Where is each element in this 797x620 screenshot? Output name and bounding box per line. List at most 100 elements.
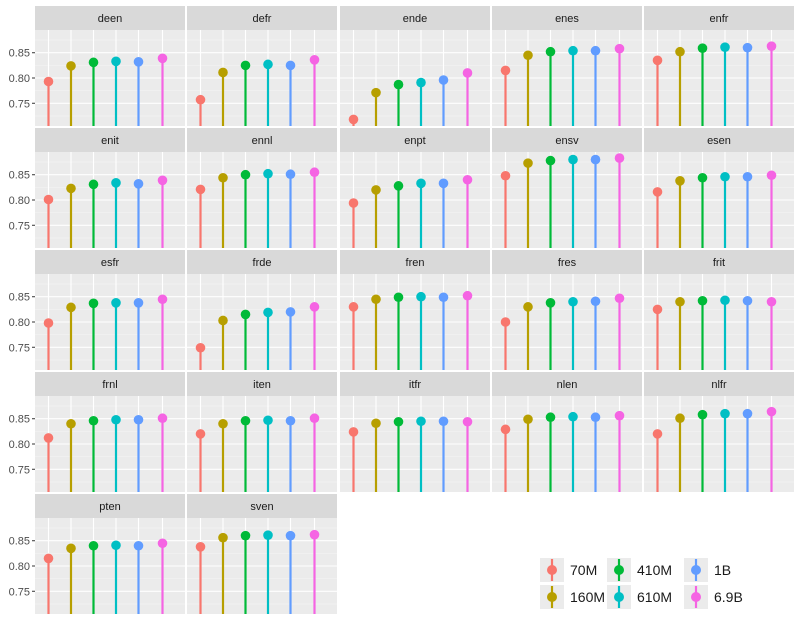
y-tick-label: 0.80 bbox=[9, 73, 30, 85]
lollipop-point bbox=[240, 415, 251, 426]
legend-label: 160M bbox=[570, 589, 605, 605]
lollipop-point bbox=[88, 179, 99, 190]
y-tick-label: 0.80 bbox=[9, 561, 30, 573]
legend-label: 410M bbox=[637, 562, 672, 578]
lollipop-point bbox=[697, 409, 708, 420]
y-tick-label: 0.85 bbox=[9, 292, 30, 304]
y-tick-label: 0.85 bbox=[9, 170, 30, 182]
lollipop-point bbox=[568, 411, 578, 422]
lollipop-point bbox=[309, 529, 320, 540]
lollipop-point bbox=[462, 416, 473, 427]
lollipop-point bbox=[742, 42, 753, 53]
lollipop-point bbox=[652, 429, 663, 439]
lollipop-point bbox=[545, 412, 556, 423]
facet-label: fres bbox=[558, 257, 577, 269]
lollipop-point bbox=[133, 298, 144, 308]
lollipop-point bbox=[462, 68, 473, 78]
lollipop-point bbox=[614, 153, 625, 163]
lollipop-point bbox=[309, 55, 320, 65]
legend-label: 6.9B bbox=[714, 589, 743, 605]
facet-strip bbox=[644, 128, 794, 152]
facet-strip bbox=[35, 250, 185, 274]
lollipop-point bbox=[285, 169, 296, 180]
legend-label: 610M bbox=[637, 589, 672, 605]
lollipop-point bbox=[285, 530, 296, 541]
lollipop-point bbox=[742, 295, 753, 306]
lollipop-point bbox=[195, 94, 206, 105]
lollipop-point bbox=[614, 410, 625, 421]
lollipop-point bbox=[240, 309, 251, 320]
legend-label: 70M bbox=[570, 562, 597, 578]
lollipop-point bbox=[614, 43, 625, 54]
y-tick-label: 0.75 bbox=[9, 342, 30, 354]
facet-label: enes bbox=[555, 13, 579, 25]
facet-strip bbox=[492, 250, 642, 274]
lollipop-point bbox=[43, 553, 54, 564]
lollipop-point bbox=[88, 57, 99, 68]
lollipop-point bbox=[416, 178, 426, 189]
lollipop-point bbox=[416, 416, 426, 427]
y-tick-label: 0.75 bbox=[9, 220, 30, 232]
lollipop-point bbox=[523, 158, 533, 168]
lollipop-point bbox=[66, 183, 76, 194]
lollipop-point bbox=[263, 307, 273, 318]
lollipop-point bbox=[133, 179, 144, 189]
lollipop-point bbox=[285, 415, 296, 426]
y-tick-label: 0.80 bbox=[9, 317, 30, 329]
facet-strip bbox=[340, 250, 490, 274]
lollipop-point bbox=[742, 171, 753, 182]
lollipop-point bbox=[309, 413, 320, 424]
lollipop-point bbox=[675, 413, 685, 424]
y-tick-label: 0.85 bbox=[9, 48, 30, 60]
lollipop-point bbox=[614, 293, 625, 304]
lollipop-point bbox=[568, 45, 578, 56]
facet-strip bbox=[187, 372, 337, 396]
lollipop-point bbox=[720, 42, 730, 52]
legend-label: 1B bbox=[714, 562, 731, 578]
y-tick-label: 0.80 bbox=[9, 439, 30, 451]
facet-label: esfr bbox=[101, 257, 120, 269]
legend-key-point bbox=[547, 565, 557, 575]
facet-strip bbox=[644, 6, 794, 30]
lollipop-point bbox=[218, 418, 228, 429]
lollipop-point bbox=[438, 292, 449, 303]
lollipop-point bbox=[263, 59, 273, 70]
legend-key-point bbox=[614, 565, 624, 575]
lollipop-point bbox=[568, 296, 578, 307]
lollipop-point bbox=[111, 540, 121, 551]
lollipop-point bbox=[195, 342, 206, 353]
lollipop-point bbox=[393, 292, 404, 303]
lollipop-point bbox=[545, 46, 556, 57]
lollipop-point bbox=[111, 56, 121, 67]
lollipop-point bbox=[348, 198, 359, 208]
lollipop-point bbox=[416, 77, 426, 88]
facet-label: nlen bbox=[557, 379, 578, 391]
facet-strip bbox=[35, 128, 185, 152]
lollipop-point bbox=[218, 532, 228, 543]
lollipop-point bbox=[111, 414, 121, 425]
lollipop-point bbox=[500, 317, 511, 327]
lollipop-point bbox=[309, 302, 320, 312]
lollipop-point bbox=[438, 178, 449, 189]
lollipop-point bbox=[766, 406, 777, 417]
legend-key-point bbox=[614, 592, 624, 602]
lollipop-point bbox=[157, 538, 168, 549]
lollipop-point bbox=[348, 114, 359, 125]
lollipop-point bbox=[675, 176, 685, 186]
facet-label: itfr bbox=[409, 379, 422, 391]
lollipop-point bbox=[675, 46, 685, 57]
lollipop-point bbox=[590, 154, 601, 165]
facet-label: fren bbox=[406, 257, 425, 269]
y-tick-label: 0.80 bbox=[9, 195, 30, 207]
facet-label: frit bbox=[713, 257, 725, 269]
facet-strip bbox=[644, 250, 794, 274]
lollipop-point bbox=[309, 167, 320, 178]
lollipop-point bbox=[523, 414, 533, 425]
facet-strip bbox=[492, 6, 642, 30]
lollipop-point bbox=[766, 170, 777, 181]
lollipop-point bbox=[348, 302, 359, 312]
lollipop-point bbox=[133, 540, 144, 551]
facet-strip bbox=[187, 128, 337, 152]
lollipop-point bbox=[348, 427, 359, 437]
lollipop-point bbox=[568, 154, 578, 165]
